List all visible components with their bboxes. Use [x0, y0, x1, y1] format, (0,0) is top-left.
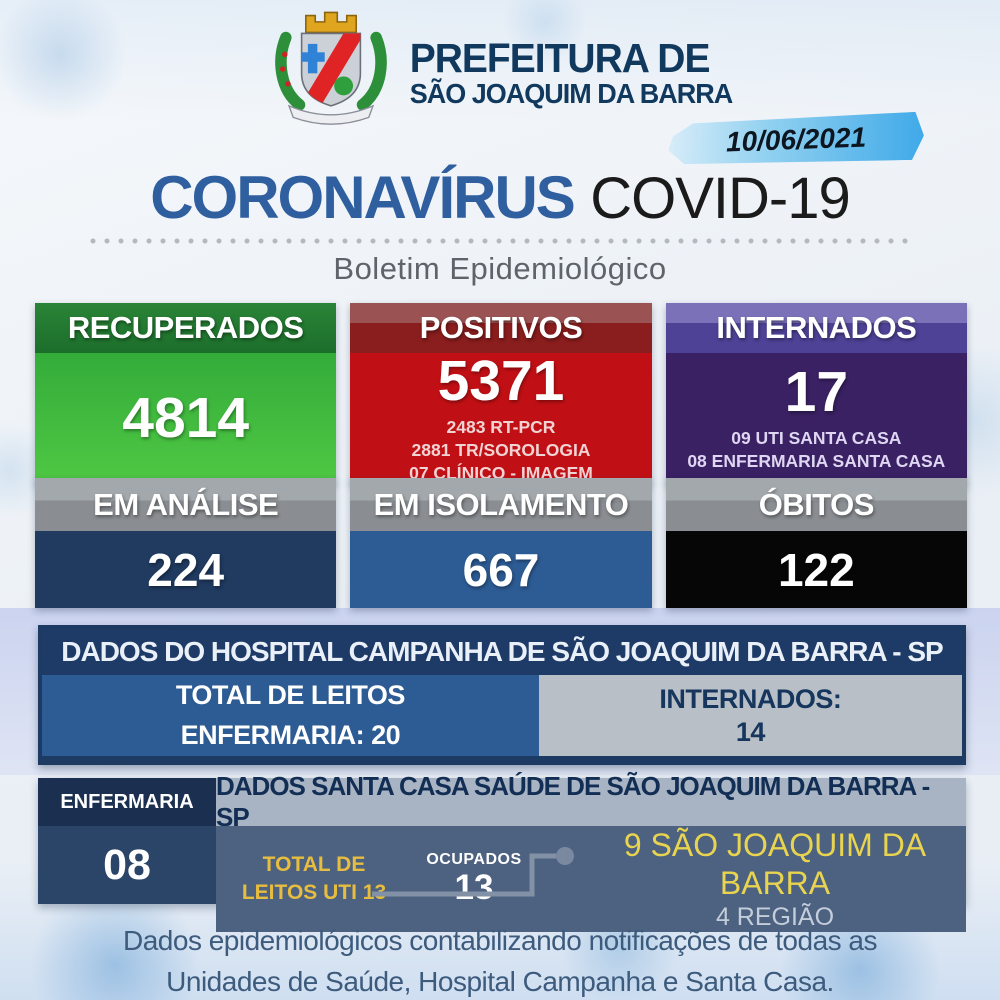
- card-em-isolamento-body: 667: [350, 531, 652, 608]
- right-branch: [356, 31, 387, 111]
- card-em-isolamento-value: 667: [462, 543, 540, 596]
- uti-leitos-block: TOTAL DE LEITOS UTI 13: [224, 851, 404, 908]
- card-positivos: POSITIVOS 5371 2483 RT-PCR 2881 TR/SOROL…: [350, 303, 652, 485]
- region-line2: 4 REGIÃO: [715, 902, 835, 931]
- santa-casa-section: ENFERMARIA 08 DADOS SANTA CASA SAÚDE DE …: [38, 771, 966, 932]
- card-positivos-details: 2483 RT-PCR 2881 TR/SOROLOGIA 07 CLÍNICO…: [409, 416, 593, 484]
- card-internados: INTERNADOS 17 09 UTI SANTA CASA 08 ENFER…: [665, 303, 967, 485]
- card-positivos-label: POSITIVOS: [350, 303, 652, 353]
- positivos-detail-rtpcr: 2483 RT-PCR: [446, 417, 556, 437]
- footer-line1: Dados epidemiológicos contabilizando not…: [123, 925, 878, 956]
- card-em-isolamento: EM ISOLAMENTO 667: [350, 478, 652, 608]
- org-name: PREFEITURA DE SÃO JOAQUIM DA BARRA: [409, 36, 734, 110]
- card-internados-label: INTERNADOS: [665, 303, 967, 353]
- left-branch: [274, 31, 306, 111]
- hospital-campanha-body: TOTAL DE LEITOS ENFERMARIA: 20 INTERNADO…: [42, 675, 962, 756]
- santa-casa-main: DADOS SANTA CASA SAÚDE DE SÃO JOAQUIM DA…: [216, 771, 966, 932]
- footer-line2: Unidades de Saúde, Hospital Campanha e S…: [166, 965, 834, 997]
- ocupados-value: 13: [454, 867, 494, 907]
- berry: [279, 66, 286, 72]
- org-name-line1: PREFEITURA DE: [409, 36, 711, 82]
- card-em-analise-body: 224: [35, 531, 337, 608]
- hospital-internados-label: INTERNADOS:: [659, 683, 842, 714]
- card-recuperados-label: RECUPERADOS: [35, 303, 337, 353]
- santa-casa-title: DADOS SANTA CASA SAÚDE DE SÃO JOAQUIM DA…: [216, 771, 966, 832]
- card-obitos-body: 122: [665, 531, 967, 608]
- hospital-internados-value: 14: [735, 716, 766, 747]
- dotted-divider: [86, 238, 914, 244]
- card-internados-details: 09 UTI SANTA CASA 08 ENFERMARIA SANTA CA…: [687, 427, 945, 473]
- connector-dot: [556, 847, 574, 865]
- card-positivos-body: 5371 2483 RT-PCR 2881 TR/SOROLOGIA 07 CL…: [350, 349, 652, 485]
- card-recuperados: RECUPERADOS 4814: [35, 303, 337, 485]
- card-em-analise-label: EM ANÁLISE: [35, 478, 337, 531]
- card-recuperados-value: 4814: [122, 386, 250, 451]
- org-name-line2: SÃO JOAQUIM DA BARRA: [409, 78, 734, 110]
- hospital-leitos-line1: TOTAL DE LEITOS: [175, 680, 406, 710]
- card-recuperados-body: 4814: [35, 353, 337, 485]
- santa-casa-enfermaria-column: ENFERMARIA 08: [38, 778, 216, 904]
- title-covid19: COVID-19: [590, 166, 851, 231]
- card-em-analise: EM ANÁLISE 224: [35, 478, 337, 608]
- crown-shape: [304, 11, 357, 34]
- positivos-detail-sorologia: 2881 TR/SOROLOGIA: [411, 439, 591, 460]
- header: PREFEITURA DE SÃO JOAQUIM DA BARRA: [0, 6, 1000, 128]
- red-bend: [305, 33, 361, 106]
- berry: [284, 81, 291, 87]
- hospital-leitos-line2: ENFERMARIA: 20: [180, 720, 401, 750]
- coat-of-arms-logo: [274, 11, 387, 125]
- ocupados-label: OCUPADOS: [426, 850, 522, 868]
- uti-leitos-line1: TOTAL DE: [262, 852, 366, 876]
- cross-horizontal: [301, 52, 325, 62]
- card-em-isolamento-label: EM ISOLAMENTO: [350, 478, 652, 531]
- hospital-campanha-title: DADOS DO HOSPITAL CAMPANHA DE SÃO JOAQUI…: [42, 629, 962, 675]
- card-obitos-value: 122: [777, 543, 855, 596]
- region-block: 9 SÃO JOAQUIM DA BARRA 4 REGIÃO: [544, 826, 966, 932]
- stats-row-2: EM ANÁLISE 224 EM ISOLAMENTO 667 ÓBITOS …: [35, 478, 967, 608]
- card-obitos-label: ÓBITOS: [665, 478, 967, 531]
- internados-detail-uti: 09 UTI SANTA CASA: [731, 428, 902, 449]
- hospital-internados-cell: INTERNADOS: 14: [538, 675, 962, 756]
- berry: [281, 51, 288, 58]
- card-internados-value: 17: [784, 360, 849, 425]
- card-internados-body: 17 09 UTI SANTA CASA 08 ENFERMARIA SANTA…: [665, 353, 967, 485]
- title-coronavirus: CORONAVÍRUS: [150, 164, 576, 231]
- hospital-campanha-section: DADOS DO HOSPITAL CAMPANHA DE SÃO JOAQUI…: [38, 625, 966, 765]
- ocupados-block: OCUPADOS 13: [404, 851, 544, 908]
- card-em-analise-value: 224: [147, 543, 225, 596]
- uti-leitos-line2: LEITOS UTI 13: [241, 880, 387, 904]
- bulletin-subtitle: Boletim Epidemiológico: [333, 251, 667, 286]
- footer-note: Dados epidemiológicos contabilizando not…: [0, 921, 1000, 1000]
- stats-row-1: RECUPERADOS 4814 POSITIVOS 5371 2483 RT-…: [35, 303, 967, 485]
- connector-line: [372, 847, 574, 897]
- enfermaria-value: 08: [38, 826, 216, 904]
- card-obitos: ÓBITOS 122: [665, 478, 967, 608]
- positivos-detail-clinico: 07 CLÍNICO - IMAGEM: [409, 462, 593, 483]
- green-fruit: [333, 76, 353, 96]
- hospital-leitos-cell: TOTAL DE LEITOS ENFERMARIA: 20: [42, 675, 539, 756]
- main-title: CORONAVÍRUS COVID-19: [0, 163, 1000, 232]
- internados-detail-enfermaria: 08 ENFERMARIA SANTA CASA: [687, 451, 946, 472]
- card-positivos-value: 5371: [437, 349, 565, 413]
- ribbon-banner: [287, 104, 374, 125]
- santa-casa-body: TOTAL DE LEITOS UTI 13 OCUPADOS 13 9 SÃO…: [216, 826, 966, 932]
- enfermaria-label: ENFERMARIA: [38, 778, 216, 826]
- report-date: 10/06/2021: [725, 121, 867, 158]
- region-line1: 9 SÃO JOAQUIM DA BARRA: [623, 827, 927, 902]
